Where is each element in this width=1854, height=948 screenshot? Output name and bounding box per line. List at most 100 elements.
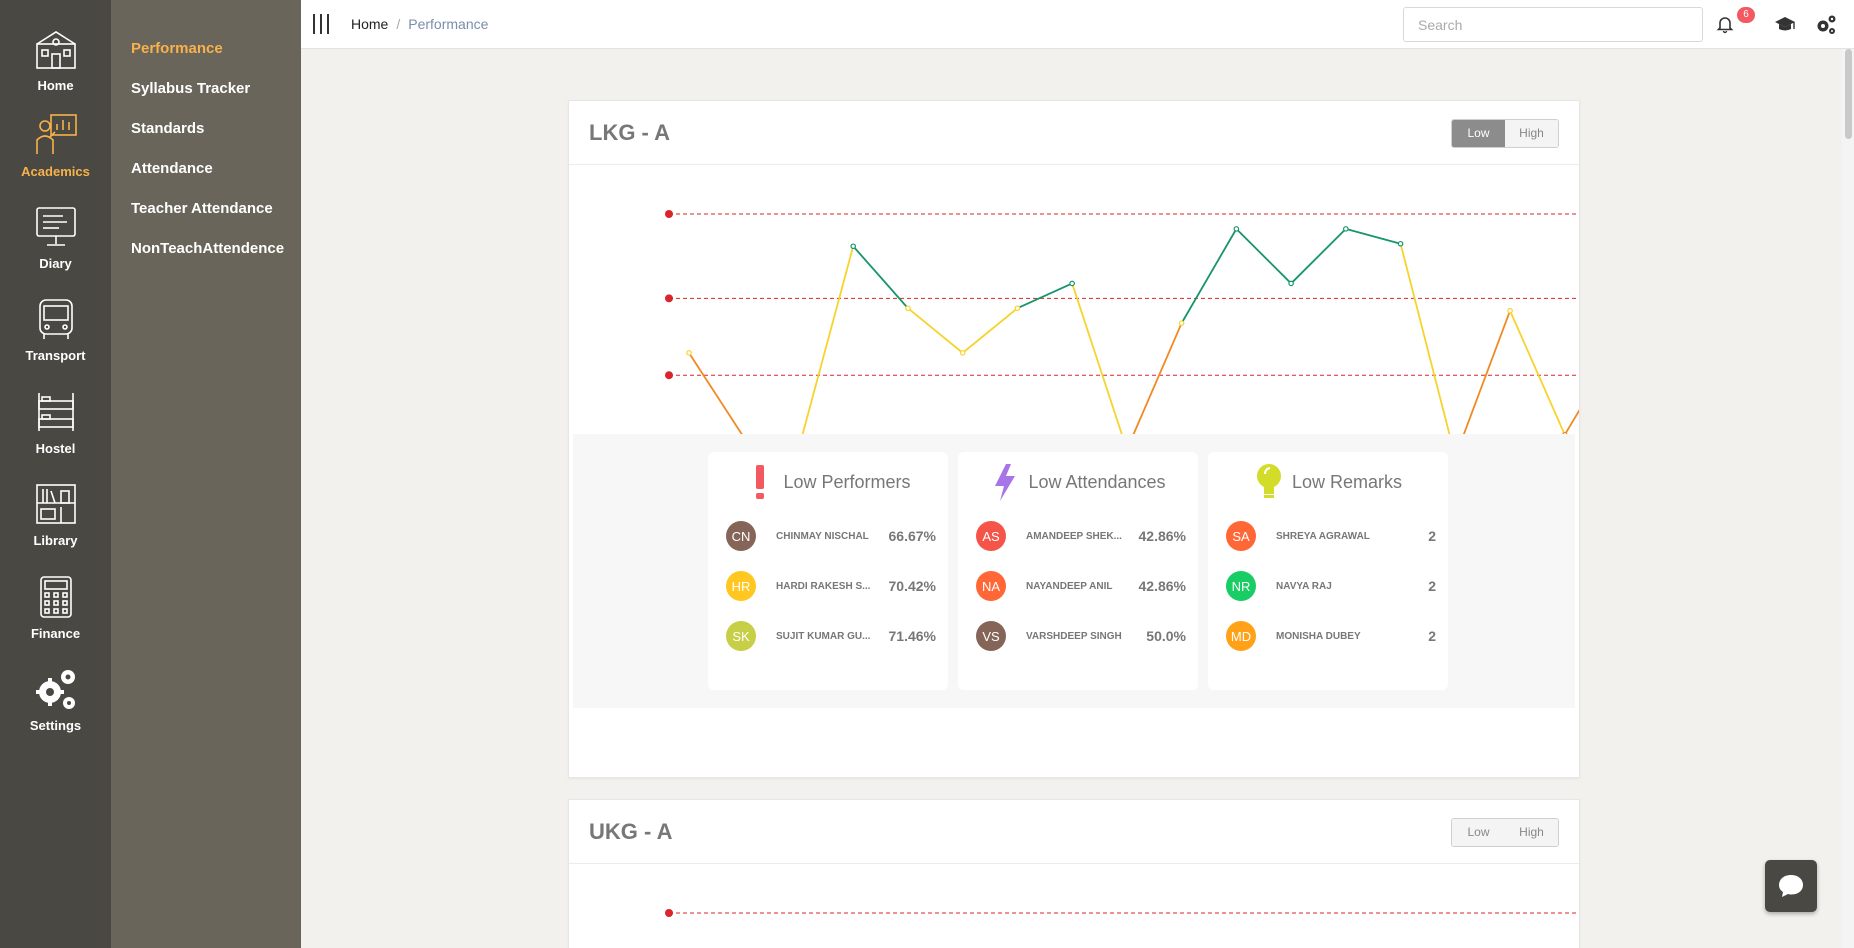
class-performance-card: UKG - A Low High 100 [568,799,1580,948]
student-value: 71.46% [888,628,936,644]
card-header: UKG - A Low High [569,800,1579,864]
panel-header: Low Attendances [958,462,1198,502]
nav-library[interactable]: Library [0,481,111,571]
student-value: 70.42% [888,578,936,594]
student-name: CHINMAY NISCHAL [776,530,869,542]
lightning-icon [995,464,1016,501]
list-item[interactable]: SA SHREYA AGRAWAL 2 [1226,520,1436,552]
student-name: SHREYA AGRAWAL [1276,530,1370,542]
nav-home[interactable]: Home [0,26,111,116]
low-performers-panel: Low Performers CN CHINMAY NISCHAL 66.67%… [708,452,948,690]
data-point [905,305,911,312]
student-value: 42.86% [1138,528,1186,544]
data-point [1233,226,1240,232]
low-attendances-panel: Low Attendances AS AMANDEEP SHEK... 42.8… [958,452,1198,690]
low-remarks-panel: Low Remarks SA SHREYA AGRAWAL 2 NR NAVYA… [1208,452,1448,690]
nav-finance[interactable]: Finance [0,574,111,664]
avatar: AS [976,521,1006,551]
series-segment [1564,409,1579,434]
performance-line-chart: 100 [665,909,1579,917]
chat-bubble-icon [1779,875,1803,897]
avatar: SK [726,621,756,651]
bell-icon[interactable] [1714,13,1736,35]
series-segment [1180,228,1238,324]
breadcrumb: Home / Performance [351,16,488,32]
avatar: MD [1226,621,1256,651]
gears-icon [35,670,75,709]
nav-home-label: Home [37,78,74,93]
search-input[interactable] [1403,7,1703,42]
submenu-item-syllabus-tracker[interactable]: Syllabus Tracker [131,80,251,97]
monitor-diary-icon [35,207,76,246]
list-item[interactable]: CN CHINMAY NISCHAL 66.67% [726,520,936,552]
student-name: NAVYA RAJ [1276,580,1332,592]
scrollbar-track[interactable] [1842,49,1854,948]
data-point [1069,280,1075,287]
student-value: 66.67% [888,528,936,544]
data-point [1397,240,1404,247]
series-segment [1071,283,1123,434]
student-name: SUJIT KUMAR GU... [776,630,871,642]
nav-transport[interactable]: Transport [0,296,111,386]
nav-diary[interactable]: Diary [0,204,111,294]
panel-title: Low Attendances [1028,471,1166,492]
list-item[interactable]: MD MONISHA DUBEY 2 [1226,620,1436,652]
exclamation-icon [756,465,765,499]
submenu-item-attendance[interactable]: Attendance [131,160,213,177]
submenu-item-standards[interactable]: Standards [131,120,205,137]
series-segment [801,246,855,434]
graduation-cap-icon[interactable] [1774,13,1796,35]
list-item[interactable]: HR HARDI RAKESH S... 70.42% [726,570,936,602]
series-segment [962,307,1018,354]
student-name: MONISHA DUBEY [1276,630,1361,642]
series-segment [1132,322,1183,434]
list-item[interactable]: SK SUJIT KUMAR GU... 71.46% [726,620,936,652]
nav-settings-label: Settings [29,718,82,733]
summary-panels: Low Performers CN CHINMAY NISCHAL 66.67%… [573,434,1575,708]
data-point [959,350,966,356]
toggle-high-button[interactable]: High [1505,819,1558,846]
nav-finance-label: Finance [30,626,81,641]
submenu-item-performance[interactable]: Performance [131,40,223,57]
nav-diary-label: Diary [39,256,72,271]
breadcrumb-separator: / [396,16,401,32]
nav-academics[interactable]: Academics [0,112,111,202]
student-name: AMANDEEP SHEK... [1026,530,1122,542]
breadcrumb-home[interactable]: Home [351,16,389,32]
avatar: SA [1226,521,1256,551]
series-segment [1462,310,1511,434]
nav-academics-label: Academics [21,164,90,179]
bus-icon [38,299,73,339]
chat-button[interactable] [1765,860,1817,912]
nav-settings[interactable]: Settings [0,666,111,756]
scrollbar-thumb[interactable] [1845,49,1852,139]
bookshelf-icon [35,484,76,524]
low-high-toggle: Low High [1451,818,1559,847]
submenu-item-nonteach-attendance[interactable]: NonTeachAttendence [131,240,285,257]
student-name: VARSHDEEP SINGH [1026,630,1122,642]
data-point [1014,305,1021,312]
gears-icon[interactable] [1815,13,1837,35]
toggle-low-button[interactable]: Low [1452,819,1505,846]
toggle-high-button[interactable]: High [1505,120,1558,147]
card-title: UKG - A [589,819,673,844]
toggle-low-button[interactable]: Low [1452,120,1505,147]
notification-badge: 6 [1737,7,1755,23]
low-high-toggle: Low High [1451,119,1559,148]
list-item[interactable]: NR NAVYA RAJ 2 [1226,570,1436,602]
nav-hostel[interactable]: Hostel [0,389,111,479]
avatar: VS [976,621,1006,651]
series-segment [1290,228,1347,285]
menu-toggle-icon[interactable] [313,14,329,34]
nav-transport-label: Transport [25,348,86,363]
lightbulb-icon [1256,464,1281,498]
teacher-board-icon [35,114,77,154]
series-segment [1509,310,1566,434]
submenu-item-teacher-attendance[interactable]: Teacher Attendance [131,200,273,217]
list-item[interactable]: NA NAYANDEEP ANIL 42.86% [976,570,1186,602]
class-performance-card: LKG - A Low High 1006635 Low Performers … [568,100,1580,778]
list-item[interactable]: AS AMANDEEP SHEK... 42.86% [976,520,1186,552]
list-item[interactable]: VS VARSHDEEP SINGH 50.0% [976,620,1186,652]
nav-hostel-label: Hostel [35,441,76,456]
nav-library-label: Library [33,533,78,548]
